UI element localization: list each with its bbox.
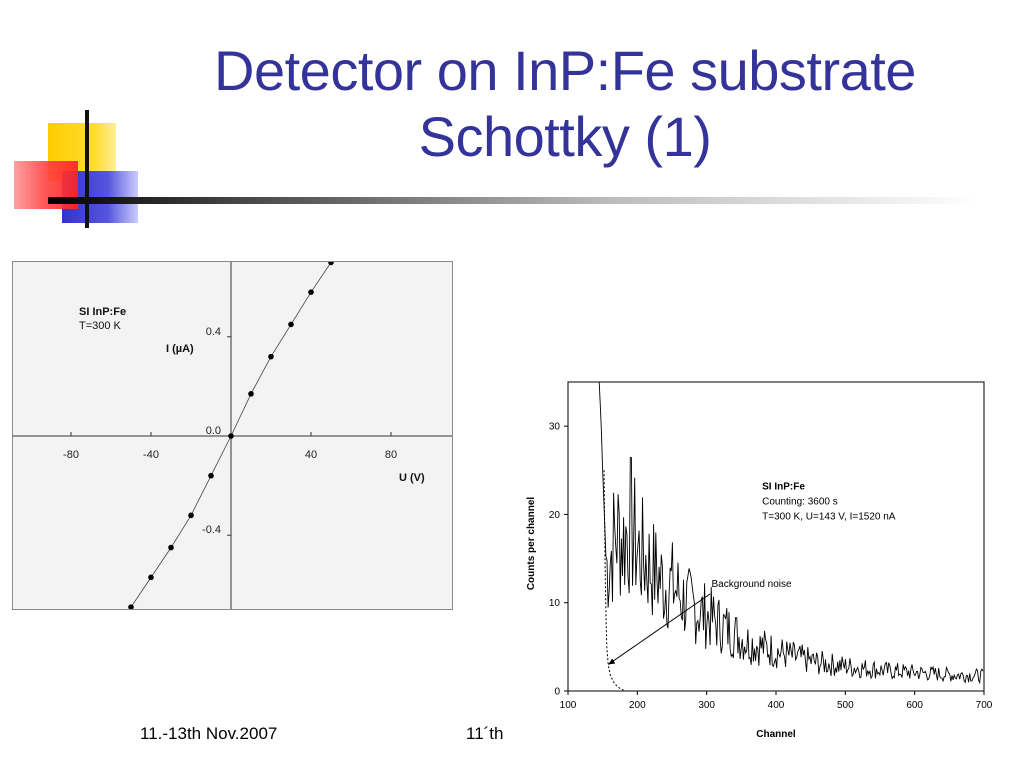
iv-y-tick-label: 0.0 xyxy=(206,425,221,437)
iv-y-tick-label: -0.4 xyxy=(202,524,221,536)
spectrum-y-tick-label: 10 xyxy=(549,598,561,609)
footer-event: 11´th xyxy=(466,724,504,743)
iv-data-point xyxy=(268,353,274,360)
iv-data-point xyxy=(208,472,214,479)
spectrum-y-axis-label: Counts per channel xyxy=(526,497,537,591)
spectrum-x-tick-label: 600 xyxy=(906,700,923,711)
spectrum-y-tick-label: 30 xyxy=(549,422,561,433)
iv-x-tick-label: 80 xyxy=(385,449,397,461)
spectrum-x-tick-label: 400 xyxy=(768,700,785,711)
spectrum-x-tick-label: 500 xyxy=(837,700,854,711)
iv-data-point xyxy=(308,289,314,295)
spectrum-series-line xyxy=(598,381,984,685)
noise-arrow-head xyxy=(608,658,616,665)
slide-title: Detector on InP:Fe substrate Schottky (1… xyxy=(150,38,980,170)
iv-annotation-temperature: T=300 K xyxy=(79,320,122,332)
noise-label: Background noise xyxy=(712,579,792,590)
spectrum-x-tick-label: 700 xyxy=(976,700,993,711)
title-divider xyxy=(48,197,978,204)
spectrum-x-tick-label: 100 xyxy=(560,700,577,711)
spectrum-x-axis-label: Channel xyxy=(756,729,796,740)
iv-x-axis-label: U (V) xyxy=(399,472,425,484)
spectrum-x-tick-label: 300 xyxy=(698,700,715,711)
footer-date: 11.-13th Nov.2007 xyxy=(140,724,278,743)
logo-vertical-bar xyxy=(85,110,89,228)
spectrum-y-tick-label: 20 xyxy=(549,510,561,521)
iv-data-point xyxy=(248,391,254,397)
iv-data-point xyxy=(188,512,194,519)
spectrum-plot-frame xyxy=(567,381,985,692)
iv-data-point xyxy=(128,604,134,610)
iv-y-tick-label: 0.4 xyxy=(206,326,221,338)
iv-chart-svg: -80-4040801.20.80.40.0-0.4-0.8-1.2SI InP… xyxy=(13,115,452,749)
spectrum-annotation-material: SI InP:Fe xyxy=(762,482,805,493)
iv-annotation-material: SI InP:Fe xyxy=(79,306,126,318)
spectrum-annotation-counting: Counting: 3600 s xyxy=(762,497,838,508)
iv-x-tick-label: -40 xyxy=(143,449,159,461)
slide-title-line1: Detector on InP:Fe substrate xyxy=(214,39,916,102)
spectrum-noise-curve xyxy=(603,470,624,691)
iv-data-point xyxy=(168,544,174,551)
decorative-logo xyxy=(14,110,138,228)
iv-chart: -80-4040801.20.80.40.0-0.4-0.8-1.2SI InP… xyxy=(12,115,453,749)
spectrum-annotation-conditions: T=300 K, U=143 V, I=1520 nA xyxy=(762,512,896,523)
spectrum-chart-svg: 100 200 300 400 500 600 700 0 10 20 30 Background n… xyxy=(526,381,993,740)
spectrum-y-tick-label: 0 xyxy=(554,687,560,698)
spectrum-chart: 100 200 300 400 500 600 700 0 10 20 30 Background n… xyxy=(510,375,1010,750)
slide-title-line2: Schottky (1) xyxy=(418,105,712,168)
noise-arrow-line xyxy=(607,593,711,665)
iv-data-point xyxy=(148,574,154,581)
spectrum-x-tick-label: 200 xyxy=(629,700,646,711)
iv-data-point xyxy=(288,321,294,328)
iv-x-tick-label: 40 xyxy=(305,449,317,461)
iv-y-axis-label: I (µA) xyxy=(166,343,194,355)
iv-x-tick-label: -80 xyxy=(63,449,79,461)
iv-data-point xyxy=(228,433,234,439)
